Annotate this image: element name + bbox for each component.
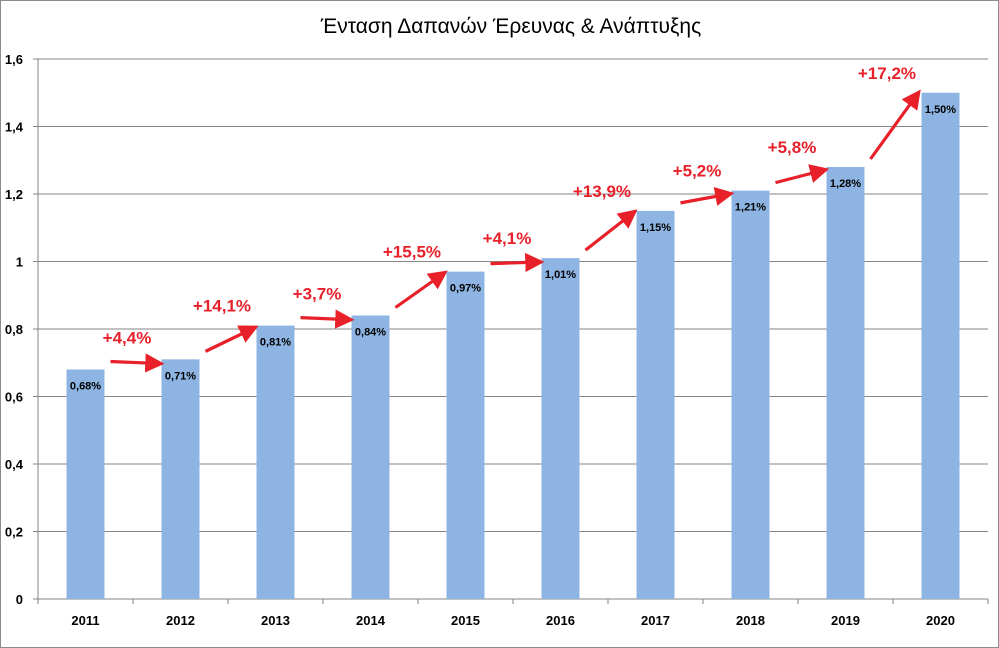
x-tick-label-2018: 2018: [736, 613, 765, 628]
x-tick-labels: 2011 2012 2013 2014 2015 2016 2017 2018 2019 2020: [71, 613, 955, 628]
chart-title: Ένταση Δαπανών Έρευνας & Ανάπτυξης: [320, 15, 701, 38]
y-tick-label: 1,4: [5, 120, 24, 135]
x-tick-label-2017: 2017: [641, 613, 670, 628]
x-tick-label-2015: 2015: [451, 613, 480, 628]
data-label-2020: 1,50%: [925, 104, 956, 116]
x-tick-label-2019: 2019: [831, 613, 860, 628]
x-tick-label-2012: 2012: [166, 613, 195, 628]
x-tick-label-2020: 2020: [926, 613, 955, 628]
data-label-2014: 0,84%: [355, 327, 386, 339]
growth-arrow: [110, 353, 165, 373]
growth-annotations: +4,4% +14,1% +3,7% +15,5% +4,1% +13,9% +5,2% +5…: [103, 64, 921, 373]
data-label-2016: 1,01%: [545, 269, 576, 281]
bar-2020: [921, 92, 960, 599]
y-tick-label: 0: [16, 592, 23, 607]
growth-label: +13,9%: [573, 182, 631, 201]
bar-2017: [636, 210, 675, 599]
bar-2019: [826, 167, 865, 599]
y-tick-label: 0,6: [5, 390, 23, 405]
growth-arrow: [869, 89, 921, 160]
y-tick-label: 0,8: [5, 322, 23, 337]
growth-arrow: [300, 309, 355, 329]
x-tick-label-2016: 2016: [546, 613, 575, 628]
y-tick-label: 1: [16, 255, 23, 270]
data-label-2013: 0,81%: [260, 337, 291, 349]
bar-2013: [256, 325, 295, 599]
growth-label: +5,8%: [768, 138, 817, 157]
growth-label: +5,2%: [673, 162, 722, 181]
x-tick-label-2011: 2011: [71, 613, 99, 628]
growth-label: +3,7%: [293, 285, 342, 304]
growth-arrow: [680, 187, 735, 206]
y-tick-label: 0,4: [5, 457, 24, 472]
bar-2012: [161, 359, 200, 599]
y-tick-label: 1,2: [5, 187, 23, 202]
bar-2016: [541, 258, 580, 599]
growth-label: +14,1%: [193, 297, 251, 316]
data-label-2011: 0,68%: [70, 381, 101, 393]
growth-arrow: [394, 270, 448, 309]
data-label-2019: 1,28%: [830, 178, 861, 190]
bar-2011: [66, 369, 105, 599]
x-tick-label-2014: 2014: [356, 613, 386, 628]
data-labels: 0,68% 0,71% 0,81% 0,84% 0,97% 1,01% 1,15% 1,21%…: [70, 104, 956, 393]
growth-label: +4,1%: [483, 229, 532, 248]
growth-label: +4,4%: [103, 329, 152, 348]
growth-label: +15,5%: [383, 243, 441, 262]
data-label-2015: 0,97%: [450, 283, 481, 295]
y-tick-labels: 0 0,2 0,4 0,6 0,8 1 1,2 1,4 1,6: [5, 52, 24, 607]
x-tick-label-2013: 2013: [261, 613, 290, 628]
y-tick-label: 0,2: [5, 525, 23, 540]
growth-arrow: [204, 325, 259, 353]
data-label-2018: 1,21%: [735, 202, 766, 214]
bars: [66, 92, 960, 599]
bar-2014: [351, 315, 390, 599]
data-label-2017: 1,15%: [640, 222, 671, 234]
growth-arrow: [775, 164, 830, 185]
bar-2015: [446, 271, 485, 599]
growth-arrow: [584, 209, 638, 252]
bar-2018: [731, 190, 770, 599]
growth-label: +17,2%: [858, 64, 916, 83]
y-tick-label: 1,6: [5, 52, 23, 67]
growth-arrow: [490, 252, 545, 273]
data-label-2012: 0,71%: [165, 370, 196, 382]
